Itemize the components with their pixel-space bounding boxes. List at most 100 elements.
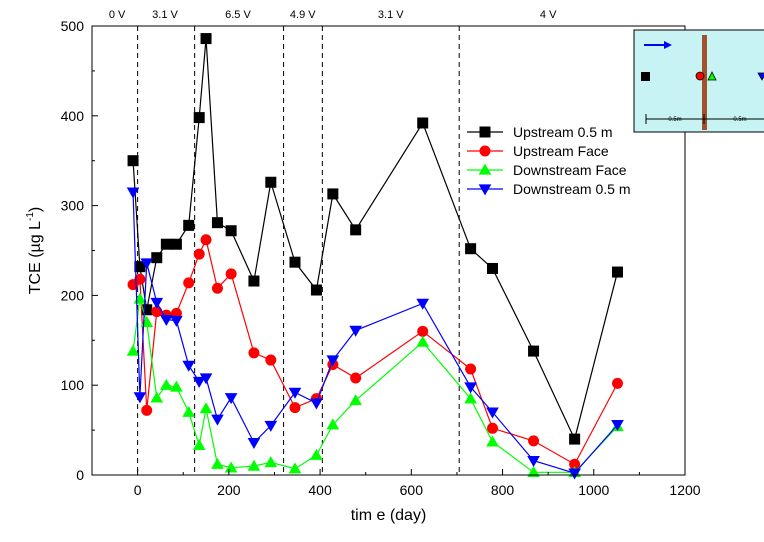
data-point-s0-3 [151, 252, 163, 264]
data-point-s3-10 [224, 393, 238, 405]
data-point-s2-9 [211, 457, 224, 469]
data-point-s2-17 [416, 335, 430, 347]
data-point-s3-3 [150, 297, 164, 309]
data-point-s3-9 [211, 414, 224, 426]
series-layer [126, 33, 624, 480]
data-point-s1-21 [569, 458, 581, 470]
data-point-s2-15 [326, 418, 340, 430]
data-point-s3-19 [486, 407, 499, 419]
y-tick-label-2: 200 [61, 287, 85, 303]
data-point-s3-14 [310, 398, 323, 410]
data-point-s3-12 [264, 420, 278, 432]
data-point-s2-10 [224, 461, 238, 473]
data-point-s2-14 [310, 448, 323, 460]
data-point-s3-6 [182, 360, 196, 372]
data-point-s0-11 [248, 275, 260, 287]
y-axis-title-tail: ) [27, 207, 44, 212]
phase-label-2: 6.5 V [225, 9, 251, 21]
flow-arrowhead-icon [664, 41, 672, 49]
y-tick-label-4: 400 [61, 108, 85, 124]
phase-label-3: 4.9 V [290, 9, 316, 21]
data-point-s2-4 [160, 378, 173, 390]
y-tick-label-3: 300 [61, 198, 85, 214]
legend-marker-3 [478, 184, 492, 196]
data-point-s2-7 [192, 439, 206, 451]
data-point-s3-20 [527, 455, 540, 467]
data-point-s1-17 [417, 325, 429, 337]
x-tick-label-1: 200 [217, 482, 241, 498]
data-point-s0-2 [141, 304, 153, 316]
y-axis-title: TCE (µg L-1) [25, 207, 44, 294]
data-point-s3-22 [611, 420, 624, 432]
data-point-s2-19 [486, 435, 499, 447]
x-tick-label-6: 1200 [669, 482, 700, 498]
data-point-s0-16 [350, 224, 362, 236]
data-point-s2-0 [126, 344, 140, 356]
legend: Upstream 0.5 m Upstream Face Downstream Fa… [467, 124, 630, 197]
series-3 [126, 187, 624, 480]
electrode-inset: 0.5m 0.5m [633, 29, 764, 133]
data-point-s3-2 [140, 258, 154, 270]
data-point-s3-15 [326, 355, 340, 367]
data-point-s1-2 [141, 404, 153, 416]
data-point-s1-11 [248, 347, 260, 359]
y-axis: 0 100 200 300 400 500 [61, 18, 98, 483]
inset-left-dimension-label: 0.5m [668, 117, 681, 123]
x-tick-label-4: 800 [491, 482, 515, 498]
data-point-s1-20 [528, 435, 540, 447]
data-point-s0-8 [200, 33, 212, 45]
data-point-s1-19 [487, 422, 499, 434]
data-point-s0-6 [183, 219, 195, 231]
data-point-s1-7 [193, 248, 205, 260]
legend-label-2: Downstream Face [513, 162, 627, 178]
data-point-s0-14 [310, 284, 322, 296]
data-point-s3-16 [349, 325, 362, 337]
data-point-s0-17 [417, 117, 429, 129]
data-point-s0-20 [528, 345, 540, 357]
legend-marker-2 [478, 163, 492, 175]
series-line-1 [132, 237, 619, 466]
series-0 [127, 33, 623, 445]
x-tick-label-2: 400 [308, 482, 332, 498]
data-point-s1-13 [289, 402, 301, 414]
inset-upstream-marker [641, 72, 650, 81]
data-point-s0-19 [487, 262, 499, 274]
data-point-s2-8 [199, 402, 213, 414]
plot-frame [91, 25, 686, 476]
data-point-s1-18 [465, 363, 477, 375]
data-point-s1-12 [265, 354, 277, 366]
data-point-s3-1 [133, 392, 147, 404]
legend-label-1: Upstream Face [513, 143, 609, 159]
x-tick-label-5: 1000 [578, 482, 609, 498]
voltage-phase-labels: 0 V 3.1 V 6.5 V 4.9 V 3.1 V 4 V [109, 9, 557, 21]
data-point-s2-3 [150, 391, 164, 403]
x-tick-label-0: 0 [134, 482, 142, 498]
y-tick-label-5: 500 [61, 18, 85, 34]
legend-marker-0 [479, 126, 491, 138]
legend-label-3: Downstream 0.5 m [513, 181, 630, 197]
data-point-s3-11 [247, 437, 261, 449]
data-point-s0-0 [127, 155, 139, 167]
inset-background [633, 29, 764, 133]
data-point-s0-12 [265, 176, 277, 188]
inset-face-marker [695, 71, 705, 81]
electrode-pole [702, 35, 707, 130]
data-point-s0-5 [170, 238, 182, 250]
data-point-s3-8 [199, 373, 213, 385]
y-tick-label-0: 0 [76, 467, 84, 483]
data-point-s0-21 [569, 433, 581, 445]
data-point-s2-5 [170, 380, 183, 392]
data-point-s0-1 [134, 261, 146, 273]
data-point-s0-18 [465, 243, 477, 255]
phase-label-0: 0 V [109, 9, 126, 21]
x-axis: 0 200 400 600 800 1000 1200 [91, 469, 701, 498]
data-point-s2-12 [264, 456, 278, 468]
data-point-s1-3 [151, 306, 163, 318]
data-point-s0-7 [193, 112, 205, 124]
data-point-s2-16 [349, 394, 362, 406]
phase-label-4: 3.1 V [378, 9, 404, 21]
data-point-s0-22 [611, 266, 623, 278]
y-axis-title-main: TCE (µg L [27, 221, 44, 294]
data-point-s1-9 [211, 282, 223, 294]
data-point-s0-15 [327, 188, 339, 200]
